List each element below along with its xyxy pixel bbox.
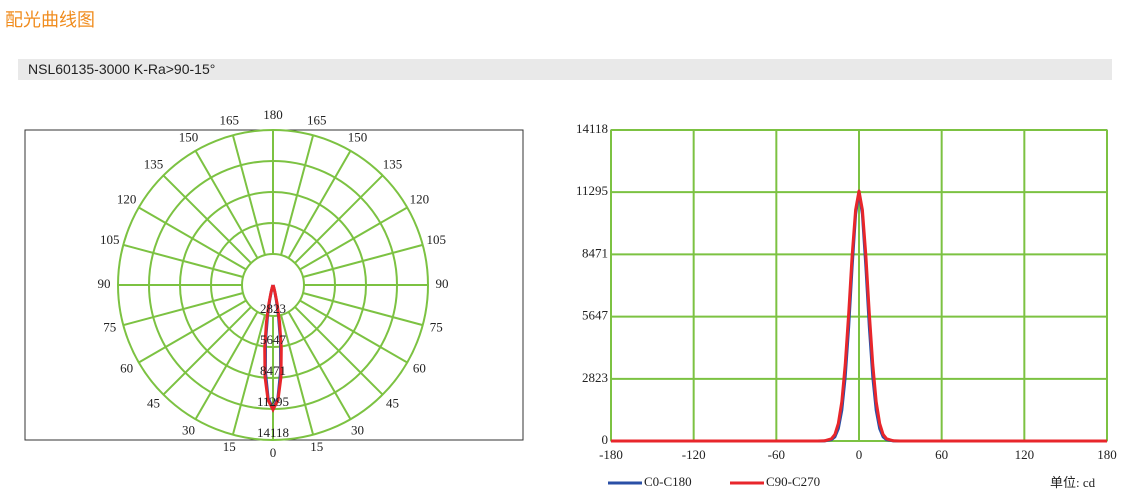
r-tick-label: 2823 [260, 301, 286, 316]
ring [210, 222, 336, 348]
angle-label: 75 [430, 320, 443, 335]
angle-label: 150 [179, 130, 199, 145]
x-tick-label: 180 [1097, 447, 1117, 462]
angle-label: 0 [270, 445, 277, 460]
ring [117, 129, 429, 441]
angle-label: 120 [117, 191, 137, 206]
angle-label: 30 [182, 422, 195, 437]
angle-label: 180 [263, 107, 283, 122]
polar-curve [263, 284, 283, 413]
r-tick-label: 8471 [260, 363, 286, 378]
y-tick-label: 2823 [582, 370, 608, 385]
y-tick-label: 14118 [576, 121, 608, 136]
r-tick-label: 5647 [260, 332, 287, 347]
angle-label: 105 [426, 232, 446, 247]
x-tick-label: 60 [935, 447, 948, 462]
page-title: 配光曲线图 [5, 10, 95, 31]
angle-label: 165 [307, 113, 327, 128]
unit-label: 单位: cd [1050, 475, 1096, 490]
angle-label: 90 [98, 276, 111, 291]
ring [241, 253, 305, 317]
x-tick-label: -180 [599, 447, 623, 462]
product-name: NSL60135-3000 K-Ra>90-15° [28, 61, 216, 77]
y-tick-label: 0 [602, 432, 609, 447]
angle-label: 150 [348, 130, 368, 145]
angle-label: 120 [410, 191, 430, 206]
angle-label: 135 [383, 156, 403, 171]
angle-label: 90 [436, 276, 449, 291]
angle-label: 75 [103, 320, 116, 335]
x-tick-label: -60 [768, 447, 785, 462]
x-tick-label: -120 [682, 447, 706, 462]
angle-label: 45 [147, 395, 160, 410]
r-tick-label: 14118 [257, 425, 289, 440]
y-tick-label: 11295 [576, 183, 608, 198]
y-tick-label: 5647 [582, 308, 609, 323]
angle-label: 15 [223, 439, 236, 454]
r-tick-label: 11295 [257, 394, 289, 409]
ring [178, 190, 368, 380]
angle-label: 45 [386, 395, 399, 410]
product-bar: NSL60135-3000 K-Ra>90-15° [18, 59, 1112, 80]
angle-label: 60 [120, 360, 133, 375]
angle-label: 165 [220, 113, 240, 128]
legend-label: C0-C180 [644, 474, 692, 489]
angle-label: 105 [100, 232, 120, 247]
x-tick-label: 120 [1015, 447, 1035, 462]
angle-label: 30 [351, 422, 364, 437]
y-tick-label: 8471 [582, 245, 608, 260]
x-tick-label: 0 [856, 447, 863, 462]
legend-label: C90-C270 [766, 474, 820, 489]
angle-label: 15 [310, 439, 323, 454]
angle-label: 135 [144, 156, 164, 171]
angle-label: 60 [413, 360, 426, 375]
line-curve [611, 189, 1107, 443]
